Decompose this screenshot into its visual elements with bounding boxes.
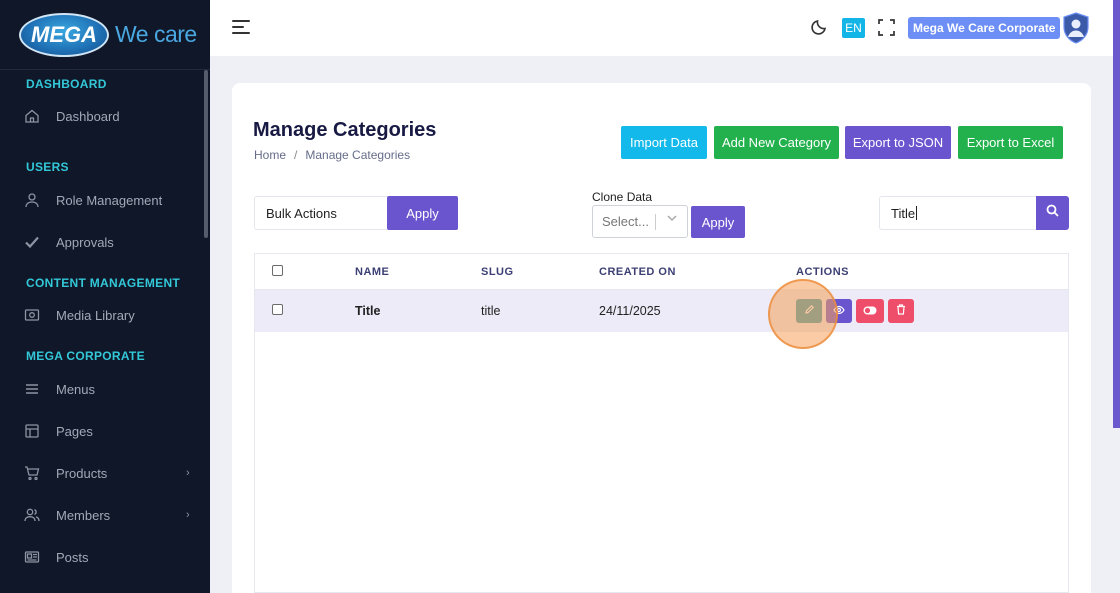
column-header-slug[interactable]: SLUG — [481, 266, 514, 278]
avatar[interactable] — [1062, 12, 1090, 44]
users-icon — [24, 507, 40, 523]
table-header: NAME SLUG CREATED ON ACTIONS — [255, 254, 1068, 290]
sidebar-item-menus[interactable]: Menus — [0, 374, 210, 404]
sidebar-item-media-library[interactable]: Media Library — [0, 300, 210, 330]
sidebar-item-posts[interactable]: Posts — [0, 542, 210, 572]
sidebar-item-role-management[interactable]: Role Management — [0, 185, 210, 215]
logo-tagline: We care — [115, 21, 197, 47]
language-switch[interactable]: EN — [842, 18, 865, 38]
layout-icon — [24, 423, 40, 439]
sidebar-item-approvals[interactable]: Approvals — [0, 227, 210, 257]
breadcrumb-separator: / — [294, 148, 298, 162]
view-button[interactable] — [826, 299, 852, 323]
search-icon — [1046, 204, 1059, 222]
newspaper-icon — [24, 549, 40, 565]
sidebar-item-members[interactable]: Members › — [0, 500, 210, 530]
cell-slug: title — [481, 304, 501, 318]
export-excel-button[interactable]: Export to Excel — [958, 126, 1063, 159]
delete-button[interactable] — [888, 299, 914, 323]
hamburger-menu-icon[interactable] — [232, 20, 250, 34]
cell-created-on: 24/11/2025 — [599, 304, 661, 318]
sidebar-item-products[interactable]: Products › — [0, 458, 210, 488]
sidebar-item-pages[interactable]: Pages — [0, 416, 210, 446]
page-title: Manage Categories — [253, 119, 437, 141]
bulk-apply-button[interactable]: Apply — [387, 196, 458, 230]
sidebar-item-label: Products — [56, 465, 108, 481]
sidebar-item-label: Pages — [56, 423, 93, 439]
section-title-users: USERS — [26, 160, 69, 174]
cell-name: Title — [355, 304, 381, 318]
select-divider — [655, 214, 656, 230]
sidebar: MEGA We care DASHBOARD Dashboard USERS R… — [0, 0, 210, 593]
fullscreen-icon[interactable] — [878, 19, 895, 36]
column-header-created-on[interactable]: CREATED ON — [599, 266, 676, 278]
bulk-actions-select[interactable]: Bulk Actions — [254, 196, 387, 230]
sidebar-item-label: Posts — [56, 549, 89, 565]
categories-table: NAME SLUG CREATED ON ACTIONS Title title… — [254, 253, 1069, 593]
toggle-icon — [863, 302, 877, 320]
logo-word: MEGA — [31, 21, 97, 47]
organization-badge[interactable]: Mega We Care Corporate — [908, 17, 1061, 39]
pencil-icon — [804, 302, 815, 320]
sidebar-item-label: Dashboard — [56, 108, 120, 124]
search-input[interactable]: Title — [879, 196, 1036, 230]
image-icon — [24, 307, 40, 323]
add-new-category-button[interactable]: Add New Category — [714, 126, 839, 159]
section-title-content-management: CONTENT MANAGEMENT — [26, 276, 181, 290]
breadcrumb-current: Manage Categories — [305, 148, 411, 162]
table-row: Title title 24/11/2025 — [255, 290, 1068, 332]
trash-icon — [896, 302, 906, 320]
sidebar-scrollbar[interactable] — [204, 70, 208, 238]
topbar: EN Mega We Care Corporate — [210, 0, 1120, 56]
home-icon — [24, 108, 40, 124]
clone-apply-button[interactable]: Apply — [691, 206, 745, 238]
export-json-button[interactable]: Export to JSON — [845, 126, 951, 159]
breadcrumb-home[interactable]: Home — [254, 148, 287, 162]
clone-select-placeholder: Select... — [602, 214, 649, 229]
brand-logo[interactable]: MEGA We care — [0, 0, 210, 70]
logo-badge: MEGA — [19, 12, 109, 57]
chevron-down-icon — [666, 212, 678, 224]
clone-data-select[interactable]: Select... — [592, 205, 688, 238]
eye-icon — [833, 302, 845, 320]
sidebar-item-label: Media Library — [56, 307, 135, 323]
sidebar-item-label: Menus — [56, 381, 96, 397]
section-title-dashboard: DASHBOARD — [26, 77, 107, 91]
sidebar-item-dashboard[interactable]: Dashboard — [0, 101, 210, 131]
sidebar-item-label: Role Management — [56, 192, 163, 208]
edit-button[interactable] — [796, 299, 822, 323]
content-card: Manage Categories Home / Manage Categories… — [232, 83, 1091, 593]
sidebar-item-label: Approvals — [56, 234, 114, 250]
breadcrumb: Home / Manage Categories — [254, 148, 410, 162]
toggle-status-button[interactable] — [856, 299, 884, 323]
import-data-button[interactable]: Import Data — [621, 126, 707, 159]
chevron-right-icon: › — [186, 467, 190, 479]
text-caret — [916, 206, 918, 220]
clone-data-label: Clone Data — [592, 190, 653, 204]
menu-icon — [24, 381, 40, 397]
section-title-mega-corporate: MEGA CORPORATE — [26, 349, 145, 363]
moon-icon[interactable] — [810, 18, 828, 36]
cart-icon — [24, 465, 40, 481]
select-all-checkbox[interactable] — [272, 265, 283, 276]
column-header-actions: ACTIONS — [796, 266, 849, 278]
search-button[interactable] — [1036, 196, 1069, 230]
row-checkbox[interactable] — [272, 304, 283, 315]
column-header-name[interactable]: NAME — [355, 266, 390, 278]
search-input-value: Title — [891, 205, 916, 221]
user-icon — [24, 192, 40, 208]
sidebar-item-label: Members — [56, 507, 111, 523]
chevron-right-icon: › — [186, 509, 190, 521]
page-scrollbar[interactable] — [1113, 0, 1120, 428]
check-icon — [24, 234, 40, 250]
